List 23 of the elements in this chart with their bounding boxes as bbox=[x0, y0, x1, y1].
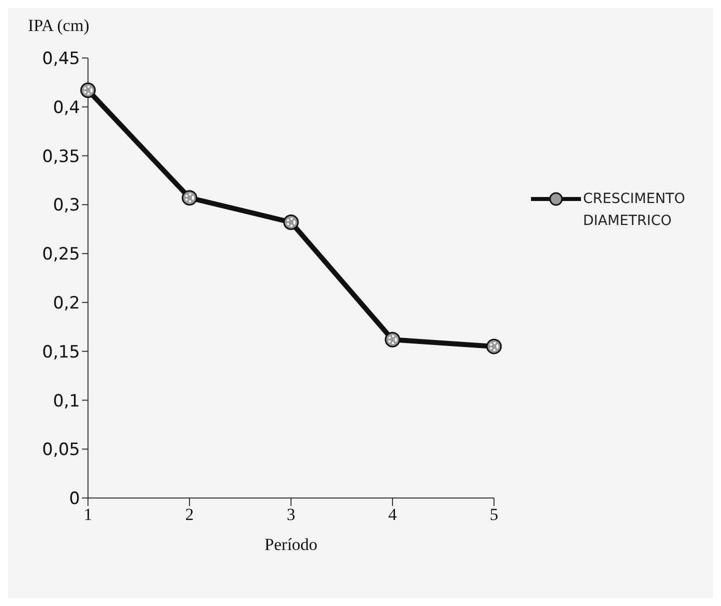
x-tick-label: 3 bbox=[286, 505, 296, 524]
point bbox=[80, 82, 96, 98]
legend-label: CRESCIMENTO DIAMETRICO bbox=[583, 190, 686, 231]
y-tick-label: 0,35 bbox=[42, 146, 80, 167]
x-tick-label: 2 bbox=[185, 505, 194, 524]
y-tick-label: 0,45 bbox=[42, 49, 80, 70]
y-tick-label: 0,2 bbox=[52, 293, 80, 314]
point bbox=[486, 338, 502, 354]
point bbox=[182, 190, 198, 206]
point bbox=[384, 332, 400, 348]
point bbox=[283, 214, 299, 230]
y-tick-label: 0,3 bbox=[52, 196, 80, 216]
y-tick-label: 0 bbox=[69, 489, 80, 510]
x-tick-label: 5 bbox=[490, 505, 498, 524]
y-tick-label: 0,05 bbox=[42, 440, 80, 460]
y-axis-title: IPA (cm) bbox=[28, 16, 90, 36]
y-tick-label: 0,4 bbox=[52, 98, 80, 118]
y-tick-label: 0,1 bbox=[52, 391, 80, 412]
x-tick-label: 1 bbox=[84, 505, 92, 524]
y-tick-label: 0,15 bbox=[42, 342, 80, 362]
x-axis-title: Período bbox=[264, 535, 318, 554]
x-tick-label: 4 bbox=[388, 505, 398, 524]
y-tick-label: 0,25 bbox=[42, 244, 80, 265]
